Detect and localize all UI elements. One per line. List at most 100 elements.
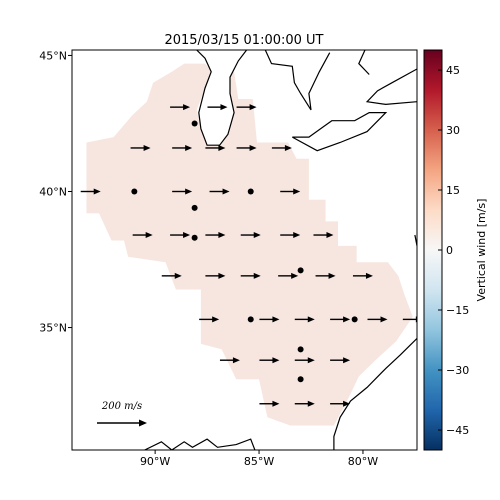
wind-arrow xyxy=(236,104,257,111)
wind-vectors xyxy=(80,104,417,407)
wind-arrow-head xyxy=(307,316,315,323)
lon-tick-label: 80°W xyxy=(348,455,378,468)
wind-arrow xyxy=(132,232,153,239)
wind-arrow-head xyxy=(218,272,226,279)
coastline xyxy=(144,438,256,450)
map-frame xyxy=(71,49,418,451)
station-dot xyxy=(351,316,358,323)
wind-arrow-head xyxy=(183,104,191,111)
wind-arrow xyxy=(330,400,351,407)
wind-arrow xyxy=(219,357,240,364)
wind-arrow-head xyxy=(212,316,220,323)
wind-arrow xyxy=(161,272,182,279)
lat-tick-label: 45°N xyxy=(39,49,67,62)
station-dot xyxy=(131,188,138,195)
wind-arrow-head xyxy=(145,232,153,239)
wind-arrow xyxy=(240,232,261,239)
wind-arrow xyxy=(313,232,334,239)
wind-arrow-head xyxy=(328,272,336,279)
wind-arrow xyxy=(259,400,280,407)
wind-arrow xyxy=(280,188,301,195)
wind-arrow xyxy=(170,104,191,111)
scale-legend: 200 m/s xyxy=(97,401,147,427)
wind-arrow-head xyxy=(307,400,315,407)
colorbar-tick-label: −30 xyxy=(446,364,469,377)
wind-arrow-head xyxy=(174,272,182,279)
wind-arrow xyxy=(294,316,315,323)
wind-arrow-head xyxy=(365,272,373,279)
wind-arrow-head xyxy=(185,188,193,195)
scale-arrow-head xyxy=(139,419,147,427)
station-dot xyxy=(297,376,304,383)
lake-fill xyxy=(196,50,247,146)
wind-arrow-head xyxy=(218,232,226,239)
wind-arrow xyxy=(172,188,193,195)
coastline xyxy=(365,68,417,106)
wind-arrow-head xyxy=(253,232,261,239)
wind-arrow xyxy=(199,316,220,323)
wind-arrow xyxy=(209,188,230,195)
coastline xyxy=(333,337,417,450)
wind-arrow xyxy=(236,144,257,151)
wind-arrow-head xyxy=(249,104,257,111)
colorbar-tick-label: 30 xyxy=(446,124,460,137)
wind-arrow xyxy=(172,144,193,151)
wind-arrow xyxy=(280,232,301,239)
wind-arrow-head xyxy=(218,144,226,151)
wind-arrow-head xyxy=(272,316,280,323)
wind-arrow xyxy=(259,316,280,323)
wind-arrow xyxy=(207,104,228,111)
colorbar-tick-label: −45 xyxy=(446,424,469,437)
latitude-ticks: 45°N 40°N 35°N xyxy=(39,49,72,335)
wind-arrow-head xyxy=(183,232,191,239)
station-markers xyxy=(131,120,358,383)
station-dot xyxy=(247,316,254,323)
wind-arrow-head xyxy=(293,188,301,195)
wind-arrow xyxy=(278,272,299,279)
lat-tick-label: 35°N xyxy=(39,322,67,335)
wind-arrow-head xyxy=(249,144,257,151)
coastline xyxy=(358,50,370,75)
coastline xyxy=(264,50,331,111)
station-dot xyxy=(247,188,254,195)
colorbar-tick-label: 15 xyxy=(446,184,460,197)
colorbar-tick-label: 45 xyxy=(446,64,460,77)
wind-arrow xyxy=(259,357,280,364)
wind-arrow-head xyxy=(272,400,280,407)
wind-arrow-head xyxy=(220,104,228,111)
wind-arrow xyxy=(330,357,351,364)
wind-arrow xyxy=(205,144,226,151)
wind-arrow-head xyxy=(253,272,261,279)
wind-arrow-head xyxy=(284,144,292,151)
wind-arrow xyxy=(80,188,101,195)
map-title: 2015/03/15 01:00:00 UT xyxy=(164,33,323,48)
wind-arrow-head xyxy=(93,188,101,195)
lat-tick-label: 40°N xyxy=(39,185,67,198)
wind-arrow xyxy=(240,272,261,279)
wind-arrow-head xyxy=(291,272,299,279)
station-dot xyxy=(191,120,198,127)
station-dot xyxy=(297,346,304,353)
wind-arrow-head xyxy=(343,316,351,323)
wind-arrow xyxy=(205,272,226,279)
wind-arrow xyxy=(130,144,151,151)
wind-arrow xyxy=(205,232,226,239)
wind-arrow xyxy=(367,316,388,323)
lon-tick-label: 90°W xyxy=(140,455,170,468)
longitude-ticks: 90°W 85°W 80°W xyxy=(140,450,378,468)
coastlines xyxy=(144,50,417,450)
wind-arrow-head xyxy=(293,232,301,239)
wind-arrow xyxy=(271,144,292,151)
wind-arrow-head xyxy=(307,357,315,364)
colorbar-label: Vertical wind [m/s] xyxy=(475,199,488,302)
station-dot xyxy=(297,267,304,274)
data-coverage-region xyxy=(86,63,413,426)
wind-arrow-head xyxy=(185,144,193,151)
wind-arrow xyxy=(315,272,336,279)
colorbar: 45 30 15 0 −15 −30 −45 Vertical wind [m/s] xyxy=(423,49,488,451)
wind-arrow-head xyxy=(222,188,230,195)
coastline xyxy=(292,112,388,152)
colorbar-tick-label: 0 xyxy=(446,244,453,257)
lon-tick-label: 85°W xyxy=(244,455,274,468)
